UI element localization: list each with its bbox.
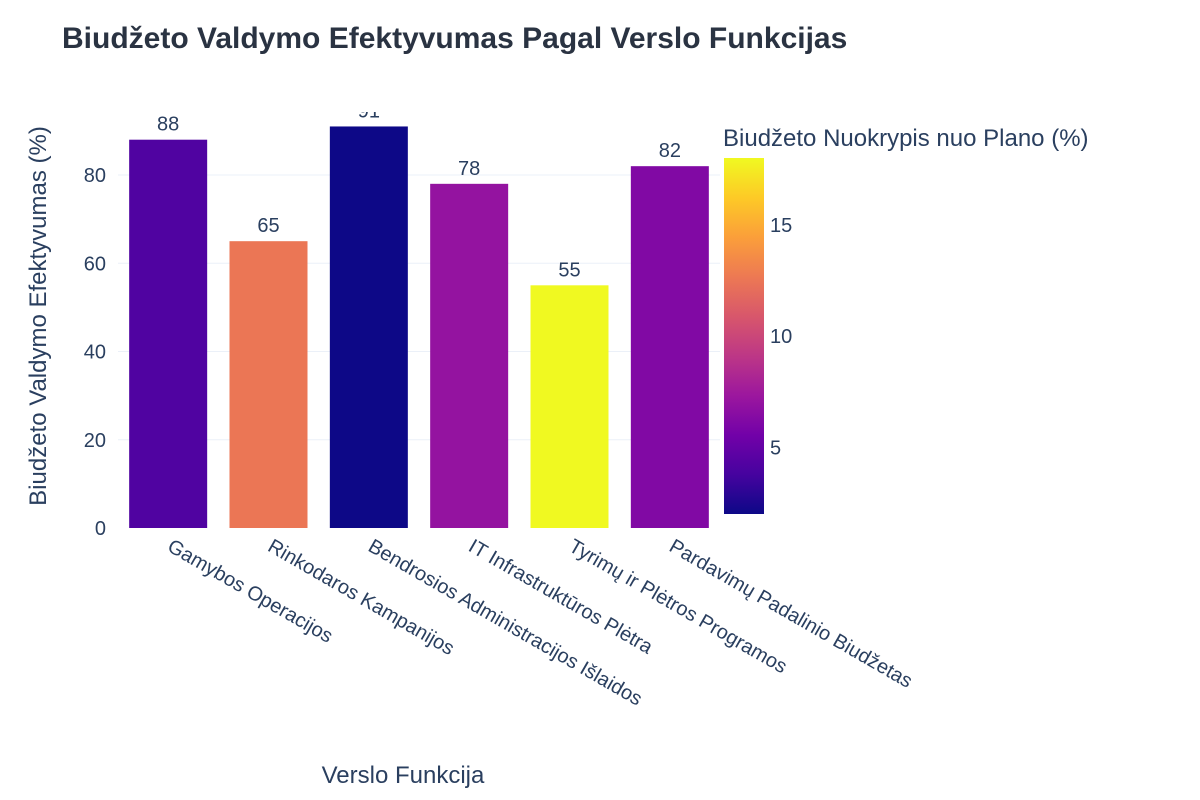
bar (430, 183, 509, 528)
bar (530, 285, 609, 528)
x-tick-label: Gamybos Operacijos (164, 535, 337, 647)
bar (229, 241, 308, 528)
x-tick-label: Rinkodaros Kampanijos (264, 535, 458, 660)
gridlines (118, 174, 720, 441)
colorbar-gradient (724, 158, 764, 514)
y-axis-ticks: 0 20 40 60 80 (84, 165, 106, 540)
colorbar-tick-label: 10 (770, 326, 792, 348)
y-tick-label: 80 (84, 165, 106, 187)
bar (129, 139, 208, 528)
x-tick-label: IT Infrastruktūros Plėtra (465, 535, 657, 659)
y-tick-label: 20 (84, 430, 106, 452)
y-tick-label: 0 (95, 518, 106, 540)
data-label: 65 (257, 215, 279, 237)
chart-title: Biudžeto Valdymo Efektyvumas Pagal Versl… (62, 22, 848, 55)
y-axis-title: Biudžeto Valdymo Efektyvumas (%) (25, 126, 52, 506)
colorbar-title: Biudžeto Nuokrypis nuo Plano (%) (723, 125, 1089, 152)
data-label: 78 (458, 158, 480, 180)
data-label: 91 (358, 100, 380, 122)
y-tick-label: 40 (84, 342, 106, 364)
data-labels: 88 65 91 78 55 82 (157, 100, 681, 281)
colorbar-tick-label: 15 (770, 215, 792, 237)
colorbar-tick-label: 5 (770, 437, 781, 459)
data-label: 88 (157, 114, 179, 136)
data-label: 55 (558, 259, 580, 281)
colorbar-ticks: 5 10 15 (770, 215, 792, 460)
colorbar: 5 10 15 Biudžeto Nuokrypis nuo Plano (%) (723, 125, 1089, 514)
y-tick-label: 60 (84, 253, 106, 275)
x-axis-title: Verslo Funkcija (322, 762, 485, 789)
data-label: 82 (659, 140, 681, 162)
bar (329, 126, 408, 529)
bar (630, 166, 709, 529)
bars (129, 126, 709, 529)
